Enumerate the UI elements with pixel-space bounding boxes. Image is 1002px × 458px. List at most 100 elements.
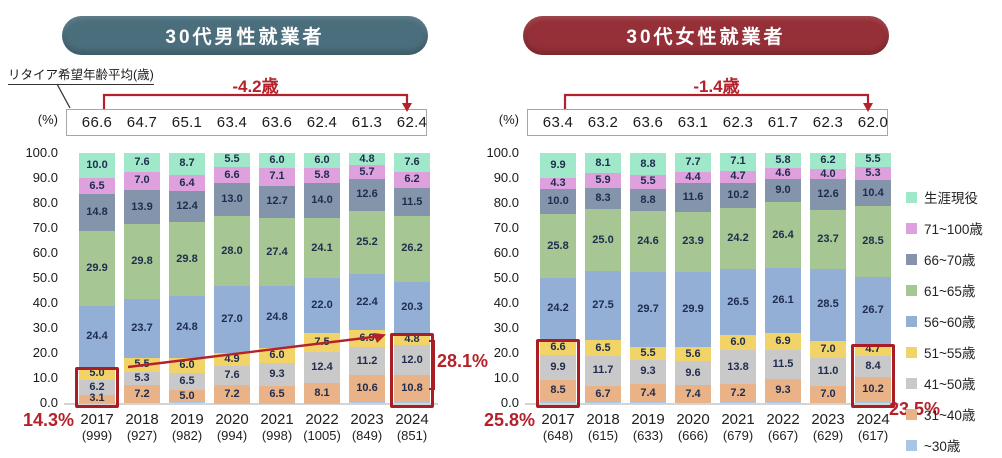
bar-segment: 24.1 <box>304 217 340 278</box>
legend-item: 41~50歳 <box>906 373 983 393</box>
bar-segment: 27.4 <box>259 217 295 286</box>
bar-segment: 26.1 <box>765 267 801 333</box>
bar-segment: 5.9 <box>585 173 621 188</box>
bar-segment <box>720 402 756 403</box>
bar-segment: 6.0 <box>304 153 340 168</box>
y-axis-unit-label: (%) <box>498 112 519 127</box>
y-axis-tick-label: 20.0 <box>32 345 58 360</box>
bar-segment: 5.8 <box>765 153 801 168</box>
bar-segment: 4.0 <box>810 168 846 179</box>
x-axis-year-label: 2021 <box>721 411 755 428</box>
y-axis-tick-label: 20.0 <box>493 345 519 360</box>
bar-segment: 5.5 <box>630 346 666 361</box>
bar-segment: 24.2 <box>720 208 756 269</box>
bar-segment: 22.0 <box>304 277 340 333</box>
bar-segment: 7.1 <box>720 153 756 171</box>
bar-segment: 12.7 <box>259 185 295 218</box>
y-axis-tick-label: 100.0 <box>486 145 519 160</box>
avg-retire-age-value: 62.4 <box>306 114 338 131</box>
x-axis-year-label: 2017 <box>541 411 575 428</box>
bar-segment: 5.7 <box>349 165 385 180</box>
bar-segment: 10.6 <box>349 375 385 402</box>
bar-segment: 9.3 <box>259 363 295 387</box>
bar-segment: 25.8 <box>540 213 576 278</box>
legend-label: 66~70歳 <box>924 253 976 268</box>
avg-retire-age-value: 62.4 <box>396 114 428 131</box>
bar-segment: 9.9 <box>540 153 576 178</box>
bar-segment: 6.9 <box>765 332 801 350</box>
y-axis-tick-label: 60.0 <box>493 245 519 260</box>
legend-color-swatch <box>906 377 917 389</box>
bar-segment: 10.4 <box>855 180 891 206</box>
y-axis-tick-label: 10.0 <box>493 370 519 385</box>
x-axis-sample-size: (629) <box>812 428 844 443</box>
bar-segment: 4.7 <box>855 343 891 356</box>
bar-segment: 9.6 <box>675 360 711 385</box>
y-axis-tick-label: 90.0 <box>493 170 519 185</box>
retire-label-connector-line <box>56 83 71 109</box>
bar-segment: 24.8 <box>169 296 205 359</box>
legend-item: 生涯現役 <box>906 187 983 207</box>
avg-retire-age-value: 63.1 <box>677 114 709 131</box>
bar-segment: 6.5 <box>259 386 295 403</box>
bar-segment: 29.7 <box>630 272 666 347</box>
bar-segment: 12.0 <box>394 344 430 375</box>
bar-segment: 11.5 <box>765 350 801 379</box>
x-axis-sample-size: (851) <box>396 428 428 443</box>
bar-segment: 14.8 <box>79 194 115 232</box>
bar-segment: 10.2 <box>720 182 756 208</box>
bar-segment: 26.7 <box>855 277 891 344</box>
bar-segment: 24.8 <box>259 286 295 348</box>
bar-segment: 6.5 <box>169 373 205 390</box>
bar-segment: 7.0 <box>810 340 846 358</box>
bar-segment: 6.0 <box>169 358 205 374</box>
avg-retire-age-value: 62.3 <box>722 114 754 131</box>
bar-segment: 11.7 <box>585 356 621 386</box>
x-axis-year-label: 2021 <box>260 411 294 428</box>
legend-color-swatch <box>906 315 917 327</box>
bar-segment: 26.4 <box>765 201 801 268</box>
y-axis-tick-label: 70.0 <box>32 220 58 235</box>
bar-segment: 4.9 <box>214 353 250 366</box>
bar-segment: 7.4 <box>630 383 666 402</box>
bar-segment: 8.1 <box>304 382 340 403</box>
bar-segment: 7.6 <box>214 365 250 385</box>
bar-segment: 7.2 <box>214 384 250 403</box>
bar-segment: 25.2 <box>349 210 385 274</box>
y-axis-tick-label: 100.0 <box>25 145 58 160</box>
x-axis-year-label: 2019 <box>631 411 665 428</box>
x-axis-sample-size: (667) <box>767 428 799 443</box>
bar-segment: 11.5 <box>394 187 430 217</box>
legend-item: 31~40歳 <box>906 404 983 424</box>
y-axis-tick-label: 40.0 <box>32 295 58 310</box>
bar-segment <box>169 402 205 403</box>
bar-segment: 6.2 <box>810 153 846 169</box>
bar-segment: 24.4 <box>79 306 115 367</box>
bar-segment: 28.0 <box>214 215 250 286</box>
avg-retire-age-value: 64.7 <box>126 114 158 131</box>
bar-segment <box>630 402 666 403</box>
bar-segment: 29.9 <box>79 231 115 306</box>
bar-segment: 7.5 <box>304 332 340 352</box>
bar-segment: 4.7 <box>720 170 756 183</box>
bar-segment: 8.5 <box>540 379 576 401</box>
bar-segment: 4.8 <box>349 153 385 165</box>
legend-label: 生涯現役 <box>924 191 978 206</box>
x-axis-year-label: 2024 <box>395 411 429 428</box>
bar-segment: 10.0 <box>79 153 115 178</box>
x-axis-year-label: 2022 <box>305 411 339 428</box>
y-axis-tick-label: 90.0 <box>32 170 58 185</box>
bar-segment: 26.2 <box>394 216 430 282</box>
legend-item: 66~70歳 <box>906 249 983 269</box>
legend-item: 56~60歳 <box>906 311 983 331</box>
bar-segment: 3.1 <box>79 393 115 403</box>
y-axis-tick-label: 30.0 <box>493 320 519 335</box>
x-axis-year-label: 2022 <box>766 411 800 428</box>
avg-retire-age-value: 63.6 <box>261 114 293 131</box>
bar-segment: 6.4 <box>169 174 205 191</box>
bar-segment: 4.4 <box>675 172 711 183</box>
bar-segment: 6.2 <box>394 172 430 188</box>
bar-segment: 9.0 <box>765 179 801 202</box>
x-axis-year-label: 2018 <box>125 411 159 428</box>
legend-color-swatch <box>906 191 917 203</box>
